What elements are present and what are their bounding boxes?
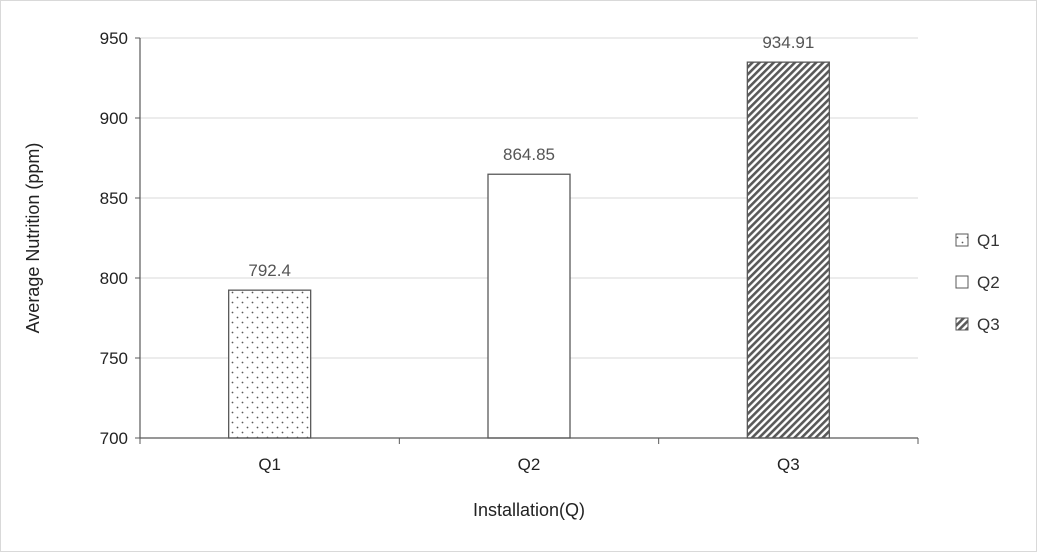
- bars: [228, 61, 830, 439]
- x-tick-label: Q1: [258, 455, 281, 474]
- x-axis-title: Installation(Q): [473, 500, 585, 520]
- legend-label-q2: Q2: [977, 273, 1000, 292]
- legend-label-q3: Q3: [977, 315, 1000, 334]
- bar-q2: [487, 173, 571, 439]
- bar-q3: [746, 61, 830, 439]
- y-tick-label: 850: [100, 189, 128, 208]
- y-tick-label: 950: [100, 29, 128, 48]
- x-tick-label: Q2: [518, 455, 541, 474]
- y-tick-label: 750: [100, 349, 128, 368]
- bar-q1: [228, 289, 312, 439]
- legend: Q1 Q2 Q3: [955, 231, 1000, 334]
- y-tick-label: 900: [100, 109, 128, 128]
- data-label-q2: 864.85: [503, 145, 555, 164]
- data-label-q3: 934.91: [762, 33, 814, 52]
- y-tick-label: 700: [100, 429, 128, 448]
- data-label-q1: 792.4: [248, 261, 291, 280]
- labels: 700 750 800 850 900 950 792.4 Q1 864.85 Q2 934.91 Q…: [23, 29, 814, 520]
- axes: [135, 37, 919, 444]
- legend-swatch-q3: [955, 317, 969, 331]
- y-axis-title: Average Nutrition (ppm): [23, 143, 43, 334]
- x-tick-label: Q3: [777, 455, 800, 474]
- y-tick-label: 800: [100, 269, 128, 288]
- legend-swatch-q2: [955, 275, 969, 289]
- legend-label-q1: Q1: [977, 231, 1000, 250]
- legend-swatch-q1: [955, 233, 969, 247]
